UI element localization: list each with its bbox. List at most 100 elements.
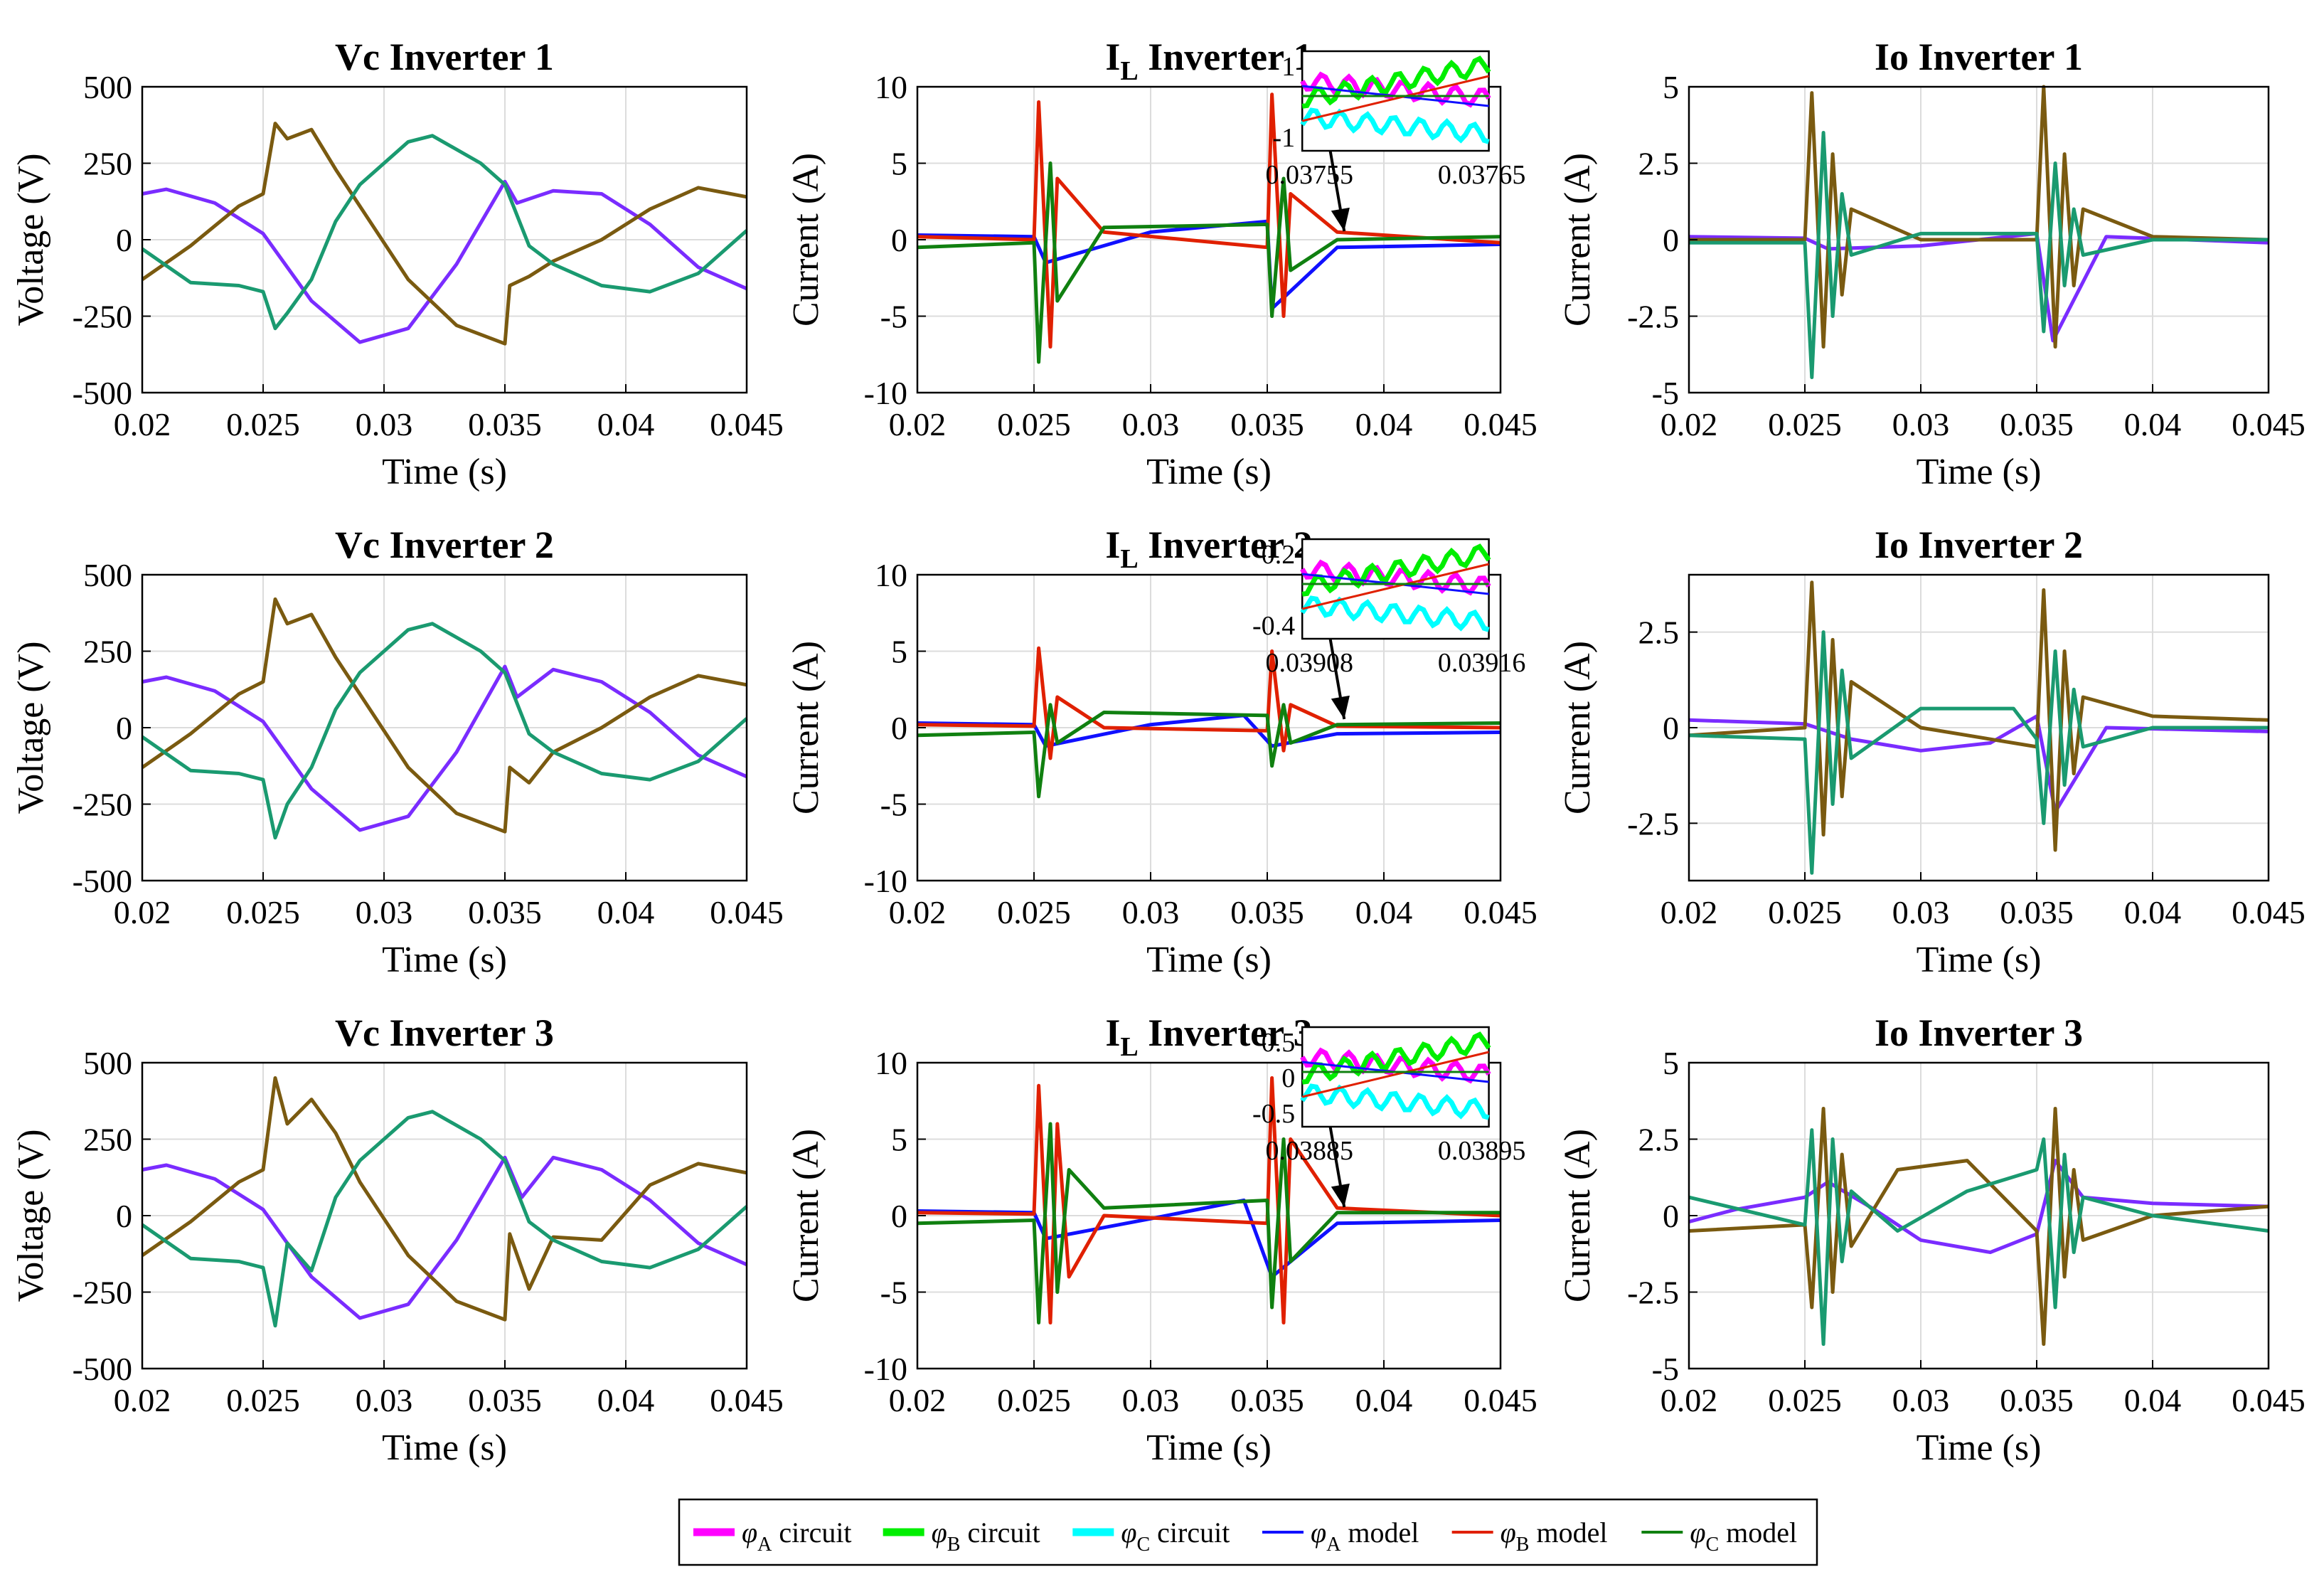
series-line-3 bbox=[917, 703, 1501, 799]
x-tick-label: 0.035 bbox=[468, 406, 542, 442]
legend-subscript: B bbox=[947, 1534, 961, 1556]
legend-symbol: φ bbox=[742, 1517, 757, 1549]
legend-text: model bbox=[1529, 1517, 1607, 1549]
title-subscript: L bbox=[1120, 1032, 1138, 1062]
x-axis-label: Time (s) bbox=[1146, 452, 1272, 492]
series-line-3 bbox=[141, 134, 748, 331]
x-tick-label: 0.03 bbox=[356, 1382, 413, 1418]
x-tick-label: 0.02 bbox=[889, 894, 947, 930]
chart-title: Vc Inverter 3 bbox=[335, 1011, 554, 1054]
y-tick-label: 250 bbox=[83, 1122, 132, 1158]
legend-item-c-model: φC model bbox=[1641, 1517, 1797, 1556]
x-tick-label: 0.04 bbox=[1355, 406, 1413, 442]
chart-title: Io Inverter 1 bbox=[1875, 36, 2083, 78]
y-tick-label: -2.5 bbox=[1627, 1275, 1679, 1311]
inset-trace-circuit-3 bbox=[1300, 107, 1490, 144]
inset-trace-model-b bbox=[1301, 75, 1489, 122]
chart-title: IL Inverter 1 bbox=[1105, 36, 1312, 86]
chart-panel-io2: 0.02 0.025 0.03 0.035 0.04 0.045 -2.5 0 2.5 Time … bbox=[1557, 524, 2306, 980]
x-tick-label: 0.02 bbox=[114, 406, 171, 442]
legend-item-a-model: φA model bbox=[1262, 1517, 1419, 1556]
x-tick-label: 0.02 bbox=[114, 894, 171, 930]
inset-arrow-head bbox=[1331, 1183, 1350, 1207]
y-tick-label: 0 bbox=[1663, 222, 1679, 258]
x-tick-label: 0.025 bbox=[997, 1382, 1071, 1418]
x-tick-label: 0.025 bbox=[1768, 894, 1842, 930]
series-line-1 bbox=[917, 1199, 1501, 1279]
inset-y-tick-label: 0.2 bbox=[1262, 540, 1296, 570]
x-axis-label: Time (s) bbox=[1917, 1428, 2042, 1468]
x-tick-label: 0.045 bbox=[710, 1382, 784, 1418]
y-tick-label: -250 bbox=[73, 1275, 132, 1311]
y-tick-label: 2.5 bbox=[1638, 615, 1680, 651]
y-tick-label: -500 bbox=[73, 375, 132, 411]
x-tick-label: 0.045 bbox=[2232, 1382, 2306, 1418]
series-line-2 bbox=[917, 646, 1501, 760]
chart-title: IL Inverter 3 bbox=[1105, 1011, 1312, 1062]
y-axis-label: Current (A) bbox=[786, 641, 826, 814]
legend-symbol: φ bbox=[1690, 1517, 1705, 1549]
y-tick-label: 0 bbox=[891, 1198, 907, 1234]
inset-arrow-head bbox=[1331, 695, 1350, 719]
x-tick-label: 0.02 bbox=[1661, 1382, 1718, 1418]
y-tick-label: 0 bbox=[1663, 1198, 1679, 1234]
x-tick-label: 0.04 bbox=[2124, 406, 2182, 442]
y-tick-label: 0 bbox=[891, 710, 907, 746]
legend-symbol: φ bbox=[932, 1517, 947, 1549]
series-line-2 bbox=[1688, 1107, 2269, 1347]
x-tick-label: 0.04 bbox=[597, 1382, 655, 1418]
panels: 0.02 0.025 0.03 0.035 0.04 0.045-500-25002505… bbox=[11, 36, 2306, 1468]
x-tick-label: 0.045 bbox=[2232, 894, 2306, 930]
chart-title: Io Inverter 2 bbox=[1875, 524, 2083, 566]
legend-box bbox=[678, 1498, 1818, 1566]
x-axis-label: Time (s) bbox=[382, 452, 507, 492]
inset-x-tick-label: 0.03755 bbox=[1265, 160, 1353, 190]
x-tick-label: 0.03 bbox=[1892, 406, 1950, 442]
inset-y-tick-label: 1 bbox=[1281, 52, 1295, 82]
y-tick-label: -2.5 bbox=[1627, 299, 1679, 335]
series-line-2 bbox=[1688, 580, 2269, 852]
y-tick-label: -250 bbox=[73, 299, 132, 335]
x-tick-label: 0.03 bbox=[1892, 894, 1950, 930]
y-axis-label: Current (A) bbox=[786, 153, 826, 326]
x-axis-label: Time (s) bbox=[382, 940, 507, 980]
y-tick-label: -5 bbox=[1652, 1351, 1679, 1387]
series-line-1 bbox=[1688, 1159, 2269, 1255]
legend-subscript: A bbox=[1326, 1534, 1341, 1556]
inset-trace-model-b bbox=[1301, 563, 1489, 610]
chart-panel-il1: 0.02 0.025 0.03 0.035 0.04 0.045 -10 -5 0 5 10 Time… bbox=[786, 36, 1537, 492]
y-tick-label: -5 bbox=[880, 1275, 907, 1311]
x-tick-label: 0.04 bbox=[1355, 894, 1413, 930]
legend-text: circuit bbox=[1150, 1517, 1230, 1549]
y-tick-label: 250 bbox=[83, 634, 132, 670]
y-tick-label: -250 bbox=[73, 787, 132, 823]
series-line-3 bbox=[1689, 131, 2269, 379]
chart-panel-io1: 0.02 0.025 0.03 0.035 0.04 0.045 -5 -2.5 0 2.5 5 Ti… bbox=[1557, 36, 2306, 492]
chart-panel-il2: 0.02 0.025 0.03 0.035 0.04 0.045 -10 -5 0 5 10 Time… bbox=[786, 524, 1537, 980]
x-tick-label: 0.045 bbox=[1464, 894, 1537, 930]
x-tick-label: 0.04 bbox=[2124, 1382, 2182, 1418]
inset-zoom: 0.5 0 -0.5 0.03885 0.03895 bbox=[1252, 1026, 1526, 1208]
title-rest: Inverter 2 bbox=[1139, 524, 1313, 566]
inset-x-tick-label: 0.03895 bbox=[1438, 1136, 1526, 1166]
x-tick-label: 0.02 bbox=[889, 1382, 947, 1418]
y-axis-label: Current (A) bbox=[1557, 1129, 1598, 1302]
inset-trace-circuit-2 bbox=[1301, 1031, 1491, 1085]
y-axis-label: Voltage (V) bbox=[11, 153, 51, 326]
y-tick-label: 10 bbox=[875, 1045, 907, 1081]
y-tick-label: -10 bbox=[864, 1351, 907, 1387]
y-tick-label: -5 bbox=[880, 787, 907, 823]
x-tick-label: 0.02 bbox=[114, 1382, 171, 1418]
legend-text: circuit bbox=[772, 1517, 851, 1549]
y-tick-label: 2.5 bbox=[1638, 1122, 1680, 1158]
series-line-2 bbox=[141, 597, 747, 834]
x-tick-label: 0.045 bbox=[710, 406, 784, 442]
x-tick-label: 0.025 bbox=[226, 894, 300, 930]
legend-symbol: φ bbox=[1501, 1517, 1516, 1549]
title-main: I bbox=[1105, 524, 1120, 566]
chart-panel-vc3: 0.02 0.025 0.03 0.035 0.04 0.045 -500 -250 0 250 5… bbox=[11, 1011, 784, 1468]
x-tick-label: 0.035 bbox=[1230, 894, 1304, 930]
y-tick-label: 5 bbox=[891, 1122, 907, 1158]
title-rest: Inverter 3 bbox=[1139, 1011, 1313, 1054]
